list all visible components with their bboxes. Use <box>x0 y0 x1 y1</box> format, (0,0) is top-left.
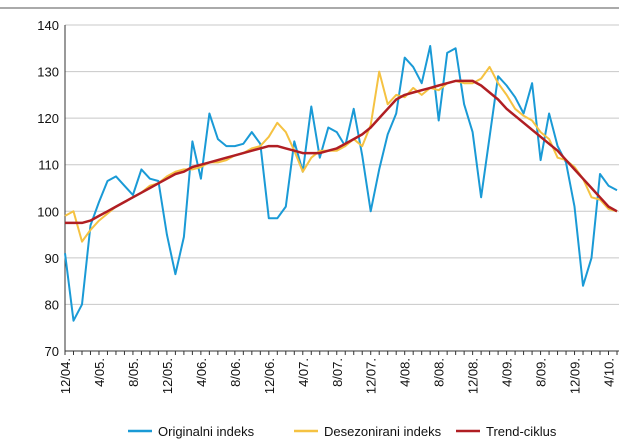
x-tick-label: 4/06. <box>194 358 209 387</box>
y-tick-label: 130 <box>37 65 59 80</box>
x-tick-label: 4/10. <box>602 358 617 387</box>
legend-label: Desezonirani indeks <box>324 424 442 439</box>
series-line <box>65 79 618 225</box>
x-tick-label: 12/06. <box>262 358 277 394</box>
x-tick-label: 8/08. <box>432 358 447 387</box>
legend-label: Originalni indeks <box>158 424 255 439</box>
x-tick-label: 8/09. <box>534 358 549 387</box>
x-tick-label: 12/07. <box>364 358 379 394</box>
y-tick-label: 80 <box>45 297 59 312</box>
x-tick-label: 12/08. <box>466 358 481 394</box>
x-tick-label: 4/09. <box>500 358 515 387</box>
y-tick-label: 70 <box>45 344 59 359</box>
y-tick-label: 90 <box>45 251 59 266</box>
y-tick-label: 110 <box>38 158 59 173</box>
x-tick-label: 4/07. <box>296 358 311 387</box>
x-tick-label: 12/04. <box>58 358 73 394</box>
x-tick-label: 8/06. <box>228 358 243 387</box>
y-tick-label: 120 <box>37 111 59 126</box>
x-tick-label: 8/07. <box>330 358 345 387</box>
x-tick-label: 4/05. <box>92 358 107 387</box>
legend-label: Trend-ciklus <box>486 424 557 439</box>
y-tick-label: 100 <box>37 204 59 219</box>
x-tick-label: 12/05. <box>160 358 175 394</box>
x-tick-label: 12/09. <box>568 358 583 394</box>
x-tick-label: 8/05. <box>126 358 141 387</box>
y-tick-label: 140 <box>37 18 59 33</box>
x-tick-label: 4/08. <box>398 358 413 387</box>
series-line <box>64 45 618 322</box>
